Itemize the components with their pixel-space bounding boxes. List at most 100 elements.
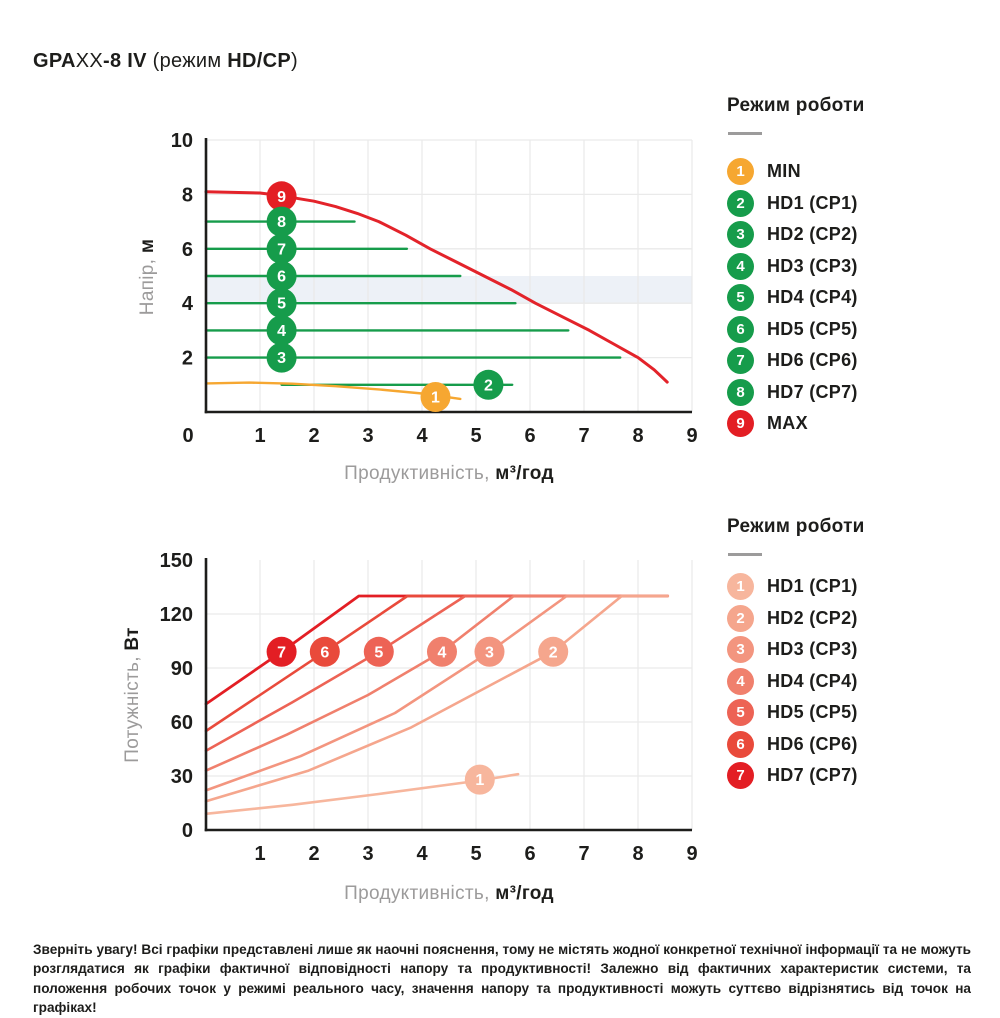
svg-text:2: 2 [484,377,493,394]
chart-badge-7: 7 [266,233,297,264]
x-tick-label: 7 [578,843,589,865]
y-tick-label: 10 [171,130,193,152]
chart-badge-4: 4 [426,636,457,667]
svg-text:4: 4 [277,323,286,340]
chart-badge-1: 1 [464,764,495,795]
legend-label: HD4 (CP4) [767,287,858,308]
legend-label: HD6 (CP6) [767,733,858,754]
y-tick-label: 150 [160,550,193,572]
legend-badge: 6 [727,315,754,343]
legend-label: MIN [767,161,801,182]
y-tick-label: 2 [182,348,193,370]
legend-item: 6 HD6 (CP6) [727,729,977,761]
svg-text:3: 3 [277,350,286,367]
page-title-model: GPA [33,50,76,72]
legend-badge: 2 [727,604,754,632]
y-tick-label: 30 [171,766,193,788]
svg-text:1: 1 [431,390,440,407]
legend-badge: 4 [727,667,754,695]
disclaimer-text: Зверніть увагу! Всі графіки представлені… [33,941,971,1016]
legend-badge: 9 [727,410,754,438]
power-chart-legend: Режим роботи 1 HD1 (CP1) 2 HD2 (CP2) 3 H… [727,516,977,792]
legend-item: 5 HD5 (CP5) [727,697,977,729]
legend-title: Режим роботи [727,95,865,116]
legend-item: 3 HD3 (CP3) [727,634,977,666]
x-tick-label: 6 [524,843,535,865]
legend-label: HD4 (CP4) [767,670,858,691]
legend-badge: 6 [727,730,754,758]
x-tick-label: 4 [416,425,428,447]
legend-item: 7 HD7 (CP7) [727,760,977,792]
chart-badge-8: 8 [266,206,297,237]
chart-badge-5: 5 [266,288,297,319]
x-tick-label: 2 [308,843,319,865]
x-tick-label: 4 [416,843,428,865]
x-tick-label: 3 [362,425,373,447]
series-HD3 (CP3) [204,594,669,792]
legend-badge: 1 [727,573,754,601]
x-tick-label: 1 [254,843,265,865]
legend-label: HD1 (CP1) [767,576,858,597]
y-tick-label: 120 [160,604,193,626]
legend-badge: 5 [727,284,754,312]
x-tick-label: 3 [362,843,373,865]
legend-badge: 7 [727,347,754,375]
legend-badge: 3 [727,636,754,664]
legend-item: 9 MAX [727,408,977,440]
chart-badge-2: 2 [473,369,504,400]
y-tick-label: 60 [171,712,193,734]
x-tick-label: 5 [470,425,481,447]
legend-item: 2 HD2 (CP2) [727,603,977,635]
x-tick-label: 7 [578,425,589,447]
legend-badge: 7 [727,762,754,790]
svg-text:4: 4 [438,644,447,661]
y-tick-label: 8 [182,184,193,206]
legend-label: HD7 (CP7) [767,765,858,786]
chart-badge-7: 7 [266,636,297,667]
legend-label: HD6 (CP6) [767,350,858,371]
power-chart-x-axis-label: Продуктивність, м³/год [344,883,554,904]
legend-title: Режим роботи [727,516,865,537]
svg-text:7: 7 [277,241,286,258]
chart-badge-6: 6 [309,636,340,667]
head-chart-x-axis-label: Продуктивність, м³/год [344,463,554,484]
chart-badge-3: 3 [266,342,297,373]
legend-item: 1 MIN [727,156,977,188]
series-HD2 (CP2) [204,594,669,803]
legend-item: 8 HD7 (CP7) [727,377,977,409]
svg-text:3: 3 [485,644,494,661]
head-chart-y-axis-label: Напір, м [137,238,158,316]
svg-text:2: 2 [549,644,558,661]
legend-item: 4 HD4 (CP4) [727,666,977,698]
legend-label: HD5 (CP5) [767,318,858,339]
legend-badge: 8 [727,378,754,406]
legend-item: 7 HD6 (CP6) [727,345,977,377]
y-tick-label: 90 [171,658,193,680]
chart-badge-5: 5 [363,636,394,667]
x-tick-label: 8 [632,843,643,865]
legend-badge: 5 [727,699,754,727]
legend-label: HD3 (CP3) [767,639,858,660]
chart-badge-4: 4 [266,315,297,346]
legend-badge: 3 [727,221,754,249]
svg-text:5: 5 [277,296,286,313]
chart-badge-3: 3 [474,636,505,667]
legend-items: 1 MIN 2 HD1 (CP1) 3 HD2 (CP2) 4 HD3 (CP3… [727,156,977,440]
legend-divider [728,553,762,556]
chart-badge-9: 9 [266,181,297,212]
x-tick-label: 5 [470,843,481,865]
svg-text:9: 9 [277,189,286,206]
svg-text:6: 6 [320,644,329,661]
x-tick-label: 9 [686,843,697,865]
x-tick-label: 1 [254,425,265,447]
series-HD5 (CP5) [204,594,669,753]
x-tick-label: 0 [182,425,193,447]
svg-text:5: 5 [374,644,383,661]
chart-badge-6: 6 [266,261,297,291]
legend-divider [728,132,762,135]
chart-badge-1: 1 [420,382,451,413]
svg-text:6: 6 [277,269,286,286]
legend-label: HD2 (CP2) [767,607,858,628]
